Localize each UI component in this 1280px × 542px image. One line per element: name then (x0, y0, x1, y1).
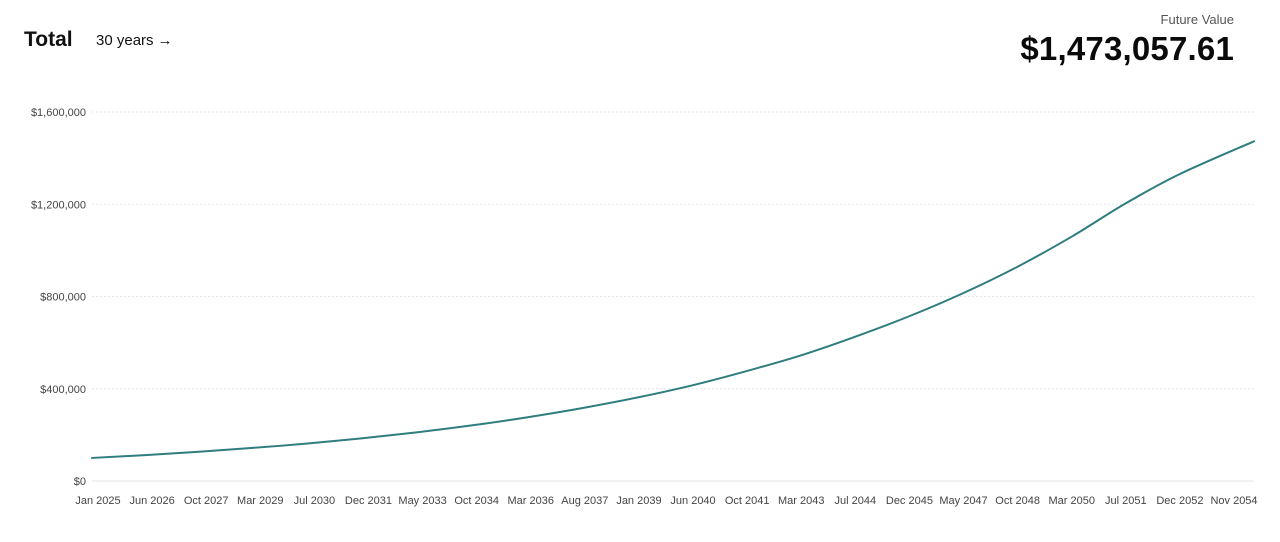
y-tick-label: $1,600,000 (31, 107, 86, 119)
x-tick-label: Nov 2054 (1210, 495, 1257, 507)
y-tick-label: $800,000 (40, 292, 86, 304)
x-tick-label: Mar 2043 (778, 495, 824, 507)
arrow-right-icon: → (157, 32, 173, 49)
x-tick-label: Oct 2041 (725, 495, 770, 507)
x-tick-label: Jun 2026 (129, 495, 174, 507)
x-tick-label: Oct 2027 (184, 495, 229, 507)
x-tick-label: Jan 2025 (75, 495, 120, 507)
y-tick-label: $0 (74, 476, 86, 488)
y-tick-label: $400,000 (40, 384, 86, 396)
future-value: $1,473,057.61 (1020, 30, 1234, 67)
x-tick-label: Jul 2044 (835, 495, 877, 507)
x-tick-label: Jul 2051 (1105, 495, 1147, 507)
x-tick-label: Mar 2036 (508, 495, 554, 507)
x-tick-label: Jan 2039 (616, 495, 661, 507)
x-tick-label: Mar 2050 (1048, 495, 1094, 507)
page-title: Total (24, 28, 73, 51)
future-value-label: Future Value (1160, 12, 1234, 27)
x-tick-label: Oct 2048 (995, 495, 1040, 507)
y-tick-label: $1,200,000 (31, 199, 86, 211)
range-selector-button[interactable]: 30 years → (96, 32, 173, 49)
x-tick-label: Dec 2031 (345, 495, 392, 507)
series-line[interactable] (91, 140, 1255, 459)
header: Total 30 years → Future Value $1,473,057… (0, 0, 1280, 90)
x-tick-label: Jul 2030 (294, 495, 336, 507)
x-tick-label: Mar 2029 (237, 495, 283, 507)
x-tick-label: Dec 2045 (886, 495, 933, 507)
x-tick-label: Dec 2052 (1156, 495, 1203, 507)
x-tick-label: Oct 2034 (454, 495, 499, 507)
x-tick-label: May 2033 (398, 495, 446, 507)
range-label: 30 years (96, 32, 154, 49)
x-tick-label: May 2047 (939, 495, 987, 507)
x-tick-label: Jun 2040 (670, 495, 715, 507)
x-tick-label: Aug 2037 (561, 495, 608, 507)
